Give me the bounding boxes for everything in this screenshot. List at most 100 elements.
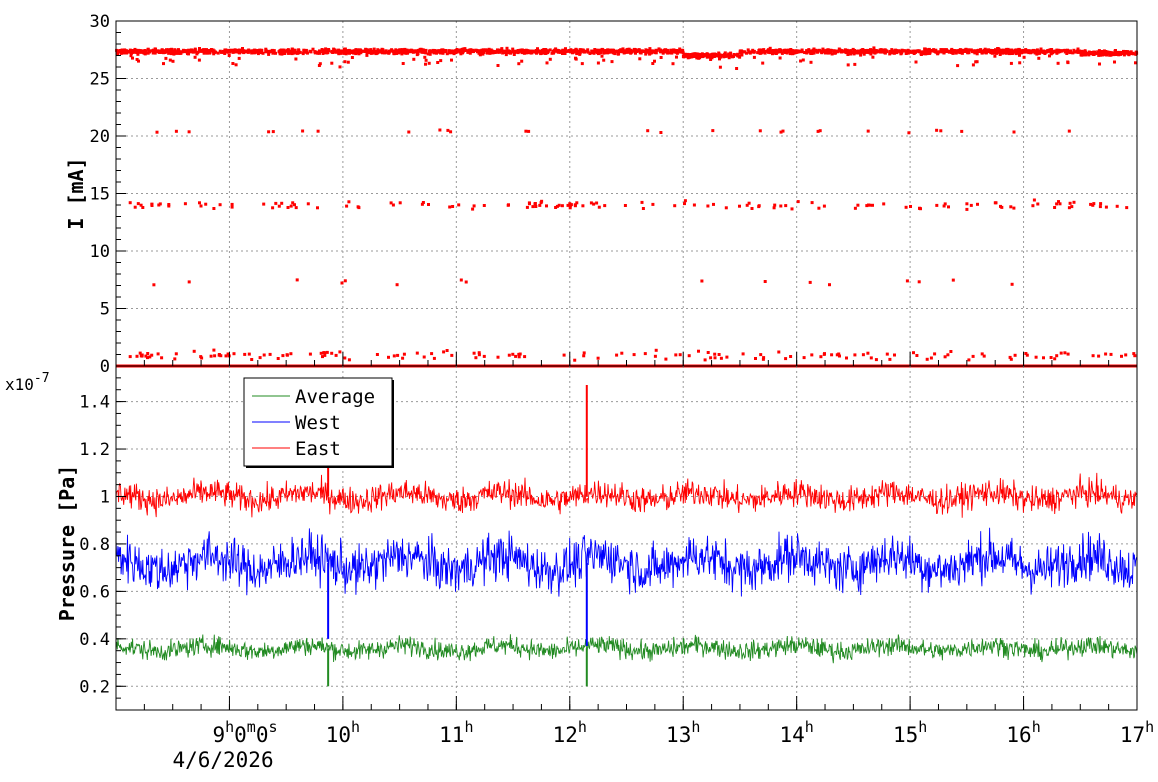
data-point	[421, 48, 425, 52]
data-point	[718, 65, 722, 69]
data-point	[501, 51, 505, 55]
data-point	[150, 353, 154, 357]
data-point	[855, 51, 859, 54]
data-point	[1067, 129, 1071, 133]
data-point	[1076, 50, 1080, 54]
data-point	[659, 131, 663, 134]
data-point	[784, 48, 788, 52]
data-point	[485, 49, 488, 52]
data-point	[912, 351, 915, 355]
data-point	[846, 63, 850, 67]
data-point	[585, 49, 589, 53]
data-point	[943, 202, 947, 206]
data-point	[984, 51, 988, 55]
data-point	[137, 49, 141, 53]
data-point	[1118, 50, 1122, 54]
data-point	[1072, 50, 1076, 54]
data-point	[943, 355, 947, 359]
data-point	[588, 52, 592, 55]
data-point	[976, 202, 979, 206]
data-point	[278, 52, 282, 56]
data-point	[1000, 48, 1004, 52]
data-point	[223, 49, 227, 53]
data-point	[643, 352, 647, 356]
data-point	[1089, 202, 1093, 206]
data-point	[1121, 51, 1124, 55]
data-point	[1132, 352, 1136, 356]
y-tick-label: 10	[90, 242, 110, 262]
data-point	[461, 49, 465, 53]
data-point	[1097, 53, 1101, 57]
data-point	[666, 51, 670, 55]
data-point	[762, 48, 766, 52]
data-point	[317, 64, 321, 67]
data-point	[364, 50, 368, 53]
data-point	[239, 49, 243, 53]
data-point	[318, 62, 322, 66]
data-point	[1018, 53, 1021, 57]
data-point	[923, 47, 927, 51]
data-point	[609, 49, 613, 53]
data-point	[347, 200, 351, 204]
data-point	[560, 50, 564, 54]
data-point	[993, 201, 997, 205]
data-point	[496, 50, 500, 54]
data-point	[337, 49, 340, 53]
data-point	[687, 354, 691, 358]
data-point	[905, 49, 909, 53]
data-point	[670, 50, 674, 54]
data-point	[187, 280, 191, 284]
data-point	[167, 51, 171, 55]
data-point	[231, 62, 235, 65]
data-point	[1096, 50, 1100, 54]
data-point	[828, 283, 831, 287]
data-point	[1134, 61, 1137, 65]
data-point	[1008, 355, 1012, 359]
data-point	[256, 50, 260, 54]
data-point	[342, 51, 346, 55]
data-point	[809, 60, 813, 64]
data-point	[1099, 202, 1103, 206]
data-point	[795, 50, 799, 54]
data-point	[156, 49, 160, 53]
data-point	[947, 205, 950, 209]
data-point	[517, 62, 521, 66]
data-point	[869, 52, 873, 56]
data-point	[322, 351, 326, 355]
data-point	[334, 353, 338, 357]
data-point	[832, 49, 836, 53]
data-point	[271, 51, 275, 55]
data-point	[311, 47, 315, 51]
data-point	[1104, 352, 1108, 356]
data-point	[1057, 200, 1060, 204]
data-point	[817, 206, 821, 210]
data-point	[267, 52, 271, 56]
data-point	[486, 49, 490, 53]
data-point	[230, 205, 234, 209]
data-point	[488, 51, 492, 55]
data-point	[250, 358, 254, 361]
data-point	[602, 58, 606, 62]
data-point	[369, 48, 373, 52]
data-point	[961, 48, 965, 52]
y-axis-title-pressure: Pressure [Pa]	[55, 465, 79, 622]
data-point	[391, 203, 395, 207]
data-point	[271, 49, 274, 53]
data-point	[805, 51, 809, 55]
data-point	[927, 47, 931, 51]
data-point	[790, 207, 794, 211]
data-point	[1053, 206, 1057, 209]
data-point	[802, 356, 806, 360]
data-point	[658, 50, 662, 54]
data-point	[696, 55, 700, 59]
data-point	[115, 48, 119, 52]
data-point	[692, 52, 696, 56]
data-point	[725, 355, 729, 359]
data-point	[893, 353, 896, 357]
data-point	[799, 59, 803, 63]
data-point	[918, 206, 922, 210]
data-point	[482, 204, 486, 207]
data-point	[401, 356, 405, 360]
data-point	[949, 49, 953, 52]
data-point	[1070, 205, 1074, 209]
